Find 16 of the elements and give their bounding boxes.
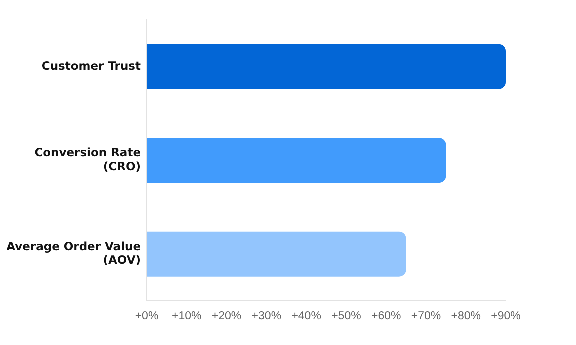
bar: [147, 232, 406, 277]
x-tick-label: +60%: [371, 310, 402, 322]
y-tick-label: Customer Trust: [42, 58, 142, 73]
y-tick-label: Average Order Value (AOV): [6, 239, 142, 268]
x-tick-label: +90%: [491, 310, 521, 322]
x-tick-label: +50%: [332, 310, 362, 322]
x-tick-label: +10%: [172, 310, 202, 322]
bar: [147, 138, 446, 184]
x-tick-label: +30%: [252, 310, 282, 322]
x-tick-label: +70%: [411, 310, 442, 322]
x-tick-label: +40%: [292, 310, 322, 322]
bar: [147, 44, 506, 90]
y-tick-label: Conversion Rate (CRO): [34, 146, 142, 174]
x-tick-label: +0%: [135, 310, 159, 322]
x-tick-label: +20%: [212, 310, 242, 322]
x-tick-label: +80%: [451, 310, 481, 322]
